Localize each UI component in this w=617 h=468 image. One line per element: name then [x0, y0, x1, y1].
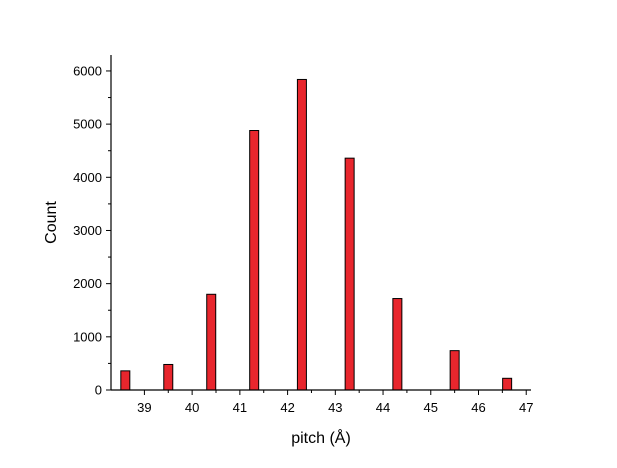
y-tick-label: 1000	[73, 329, 102, 344]
x-tick-label: 44	[376, 400, 390, 415]
x-tick-label: 46	[471, 400, 485, 415]
y-tick-label: 6000	[73, 63, 102, 78]
y-tick-label: 0	[95, 383, 102, 398]
y-tick-label: 5000	[73, 117, 102, 132]
axes-group	[110, 55, 531, 391]
bar	[449, 350, 460, 391]
x-tick-label: 39	[137, 400, 151, 415]
bar	[249, 130, 260, 391]
y-ticks-group: 0 1000 2000 3000 4000 5000 6000	[73, 63, 111, 398]
bar	[502, 377, 513, 391]
bar	[163, 363, 174, 391]
bar	[120, 370, 131, 391]
bar	[296, 78, 307, 391]
x-tick-label: 40	[185, 400, 199, 415]
x-tick-label: 42	[280, 400, 294, 415]
x-tick-label: 43	[328, 400, 342, 415]
y-tick-label: 3000	[73, 223, 102, 238]
bar	[392, 298, 403, 391]
y-tick-label: 2000	[73, 276, 102, 291]
bars-group	[120, 78, 513, 391]
y-tick-label: 4000	[73, 170, 102, 185]
x-ticks-group: 39 40 41 42 43 44 45 46 47	[137, 390, 533, 415]
x-tick-label: 45	[424, 400, 438, 415]
y-axis-title: Count	[43, 201, 60, 244]
x-axis-title: pitch (Å)	[291, 428, 351, 447]
x-tick-label: 41	[233, 400, 247, 415]
bar	[344, 157, 355, 391]
x-tick-label: 47	[519, 400, 533, 415]
bar	[206, 293, 217, 391]
